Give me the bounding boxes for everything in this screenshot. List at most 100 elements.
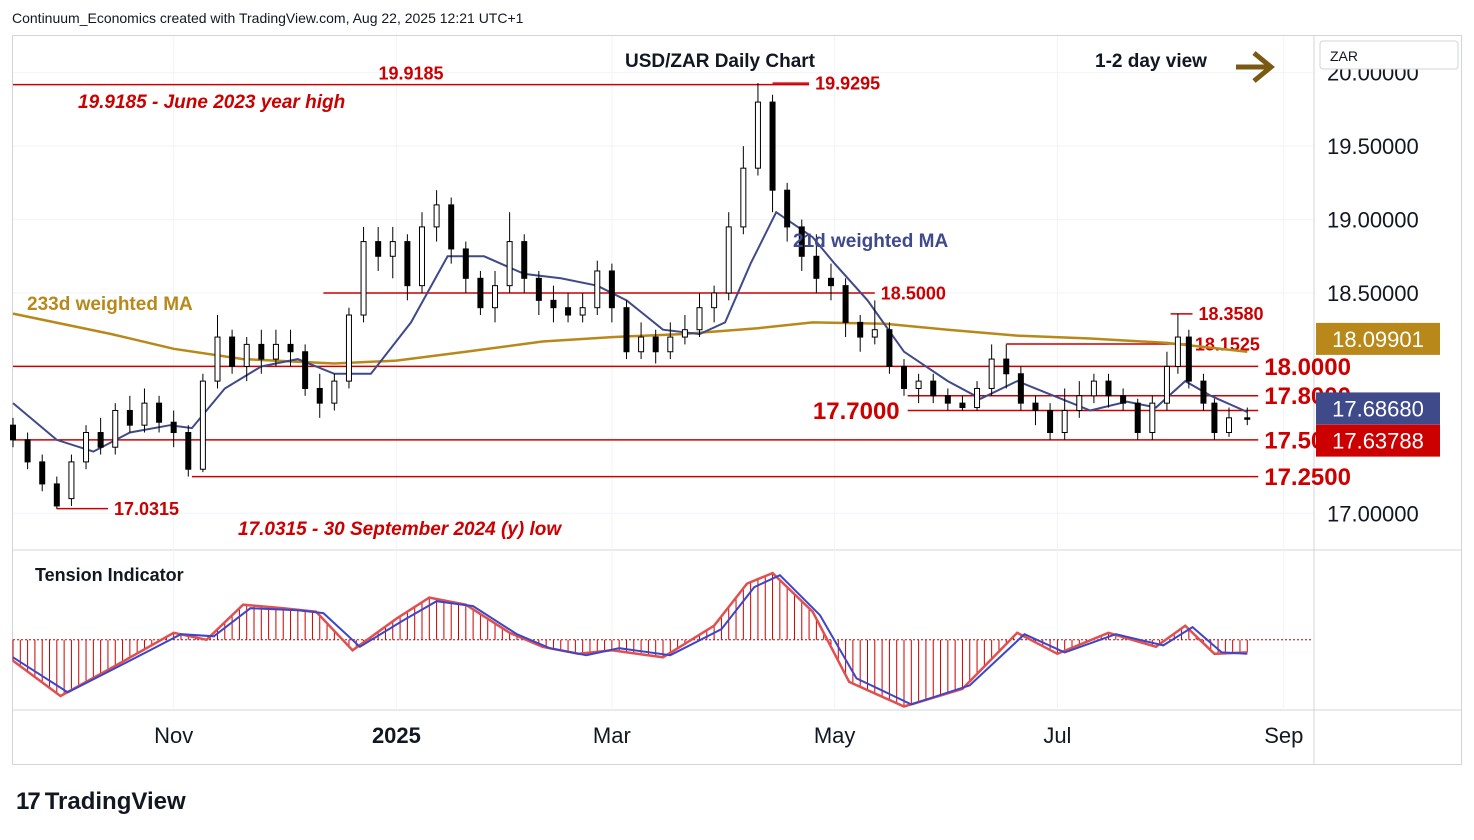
candle-body [1090, 380, 1097, 397]
candle [10, 417, 16, 448]
candle-body [886, 329, 893, 367]
candle-body [740, 167, 747, 228]
candle-body [769, 101, 776, 191]
candle [83, 425, 90, 470]
candle-body [827, 277, 834, 287]
tradingview-logo[interactable]: 17 TradingView [16, 788, 186, 816]
price-label-box [1316, 322, 1440, 355]
candle-body [798, 226, 805, 257]
candle [1076, 381, 1083, 418]
candle-body [39, 461, 46, 485]
price-label: 18.09901 [1332, 327, 1424, 352]
x-tick-label: Mar [593, 723, 631, 748]
candle [39, 454, 46, 492]
candle [53, 476, 60, 509]
candle-body [1120, 395, 1127, 404]
candle-body [565, 307, 572, 316]
candle-body [623, 307, 630, 353]
candle-body [506, 241, 513, 287]
candle-body [1200, 380, 1207, 404]
candle [1134, 398, 1141, 440]
y-tick-label: 18.50000 [1327, 281, 1419, 306]
candle-body [550, 299, 557, 309]
candle-body [258, 343, 265, 360]
candle-body [1149, 402, 1156, 434]
candle [535, 270, 542, 316]
candle-body [1076, 395, 1083, 411]
candle [1149, 395, 1156, 440]
candle [901, 359, 908, 396]
level-label: 19.9295 [815, 73, 880, 93]
candle-body [97, 432, 104, 448]
candle [68, 454, 75, 506]
wma21-line [12, 210, 1248, 453]
candle [156, 395, 163, 433]
candle [345, 307, 352, 389]
x-tick-label: Nov [154, 723, 193, 748]
level-label: 18.5000 [881, 283, 946, 303]
tension-signal-line [12, 573, 1248, 706]
annotation-text: 19.9185 - June 2023 year high [78, 92, 345, 113]
candle [331, 373, 338, 411]
candle [97, 417, 104, 455]
candle [915, 373, 922, 404]
candle-body [711, 292, 718, 309]
candle-body [1017, 373, 1024, 404]
candle-body [214, 336, 221, 382]
candle [871, 300, 878, 345]
level-label: 19.9185 [378, 64, 443, 84]
candle-body [302, 351, 309, 389]
candle [462, 241, 469, 293]
candle [1047, 403, 1054, 440]
candle-body [345, 314, 352, 382]
candle [652, 329, 659, 364]
candle-body [813, 255, 820, 279]
candle [930, 373, 937, 404]
candle [579, 293, 586, 323]
y-tick-label: 19.50000 [1327, 134, 1419, 159]
tradingview-brand: TradingView [44, 788, 186, 815]
candle [477, 270, 484, 316]
candle [272, 329, 279, 367]
candle-body [462, 248, 469, 279]
candle [565, 293, 572, 323]
candle [550, 285, 557, 323]
candle [302, 344, 309, 396]
candle-body [418, 226, 425, 287]
chart-attribution: Continuum_Economics created with Trading… [12, 10, 524, 26]
level-label: 17.7000 [813, 398, 900, 425]
candle-body [1032, 402, 1039, 411]
candle [638, 322, 645, 360]
candle [1244, 407, 1251, 426]
candle [594, 260, 601, 316]
x-tick-label: May [814, 723, 856, 748]
candle-body [959, 402, 966, 409]
candle-body [316, 387, 323, 404]
candle [886, 322, 893, 374]
y-tick-label: 17.00000 [1327, 501, 1419, 526]
candle-body [871, 329, 878, 338]
candle [389, 226, 396, 279]
candle-body [126, 409, 133, 426]
price-label: 17.68680 [1332, 396, 1424, 421]
candle [667, 322, 674, 360]
candle [696, 293, 703, 338]
candle-body [725, 226, 732, 294]
candle-body [433, 204, 440, 228]
wma21-label: 21d weighted MA [793, 231, 948, 252]
candle [740, 146, 747, 235]
candle-body [272, 343, 279, 360]
candle [506, 212, 513, 293]
candle-body [287, 343, 294, 353]
candle [24, 432, 31, 470]
candle-body [1134, 402, 1141, 434]
candle-body [10, 424, 16, 441]
candle-body [1003, 358, 1010, 375]
candle-body [448, 204, 455, 250]
currency-box [1319, 40, 1459, 70]
candle-body [156, 402, 163, 423]
price-label: 17.63788 [1332, 429, 1424, 454]
candle-body [229, 336, 236, 367]
candle-body [53, 483, 60, 507]
